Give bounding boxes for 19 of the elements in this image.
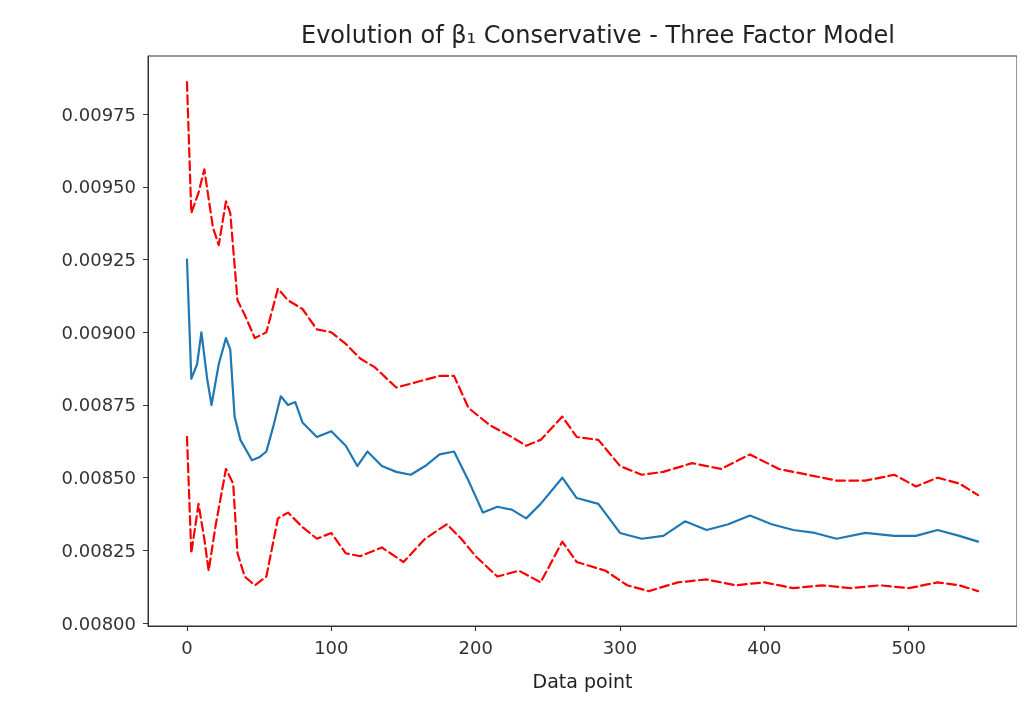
line-series bbox=[185, 81, 980, 497]
y-tick-label: 0.00975 bbox=[61, 103, 136, 125]
x-tick-label: 300 bbox=[602, 636, 638, 658]
y-tick-label: 0.00850 bbox=[61, 467, 136, 489]
x-tick-label: 200 bbox=[458, 636, 493, 658]
y-tick-label: 0.00950 bbox=[61, 176, 136, 198]
line-series bbox=[185, 435, 980, 593]
x-tick-label: 0 bbox=[181, 636, 193, 658]
x-tick-label: 400 bbox=[747, 636, 782, 658]
line-series bbox=[185, 258, 980, 543]
x-tick-label: 100 bbox=[314, 636, 349, 658]
x-tick-label: 500 bbox=[891, 636, 926, 658]
chart-title: Evolution of β₁ Conservative - Three Factor Model bbox=[300, 21, 896, 49]
y-tick-label: 0.00875 bbox=[61, 394, 136, 416]
x-axis-title: Data point bbox=[532, 669, 633, 692]
y-tick-label: 0.00925 bbox=[61, 249, 136, 271]
y-tick-label: 0.00825 bbox=[61, 539, 136, 561]
y-tick-label: 0.00900 bbox=[61, 321, 136, 343]
y-tick-label: 0.00800 bbox=[61, 612, 136, 634]
